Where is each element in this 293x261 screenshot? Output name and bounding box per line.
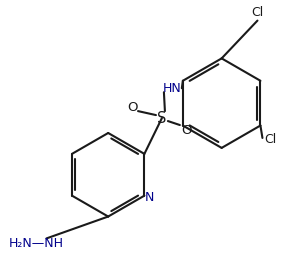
Text: N: N xyxy=(145,191,154,204)
Text: S: S xyxy=(157,111,167,126)
Text: HN: HN xyxy=(163,82,181,95)
Text: O: O xyxy=(182,123,192,137)
Text: Cl: Cl xyxy=(264,133,277,146)
Text: H₂N—NH: H₂N—NH xyxy=(9,237,64,250)
Text: Cl: Cl xyxy=(251,6,264,19)
Text: O: O xyxy=(127,101,137,114)
